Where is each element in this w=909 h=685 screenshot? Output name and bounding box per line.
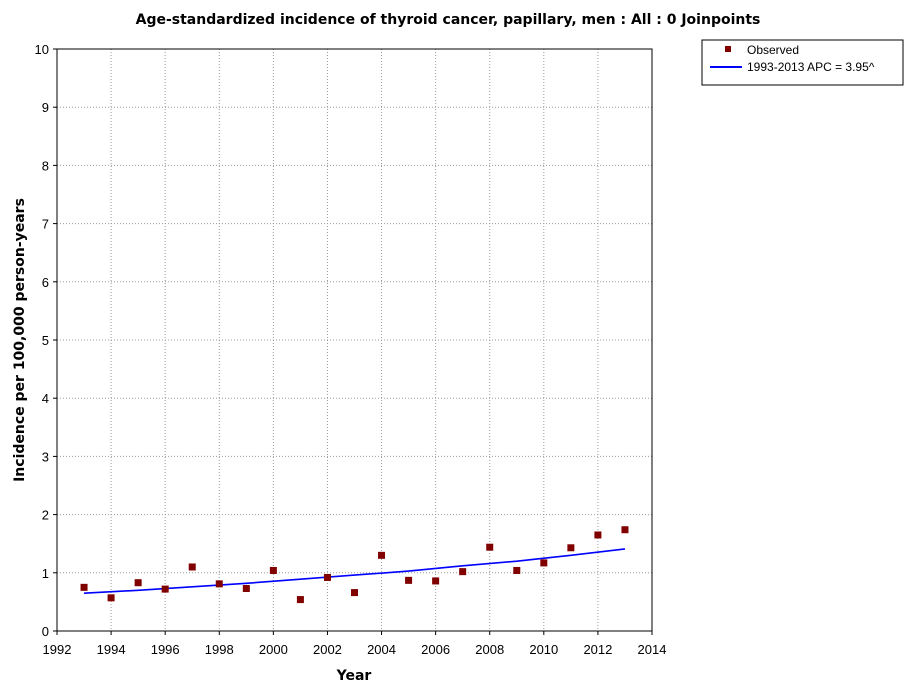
x-axis-title: Year — [336, 668, 372, 684]
x-tick-label: 1998 — [205, 642, 234, 657]
y-tick-label: 4 — [42, 391, 49, 406]
observed-point — [242, 585, 250, 593]
x-tick-label: 2008 — [475, 642, 504, 657]
legend-observed-marker — [725, 46, 731, 52]
observed-point — [567, 544, 575, 552]
y-tick-label: 1 — [42, 566, 49, 581]
observed-point — [540, 559, 548, 567]
x-tick-label: 2002 — [313, 642, 342, 657]
x-axis-ticks: 1992 1994 1996 1998 2000 2002 2004 2006 2008 2010… — [43, 631, 667, 657]
observed-point — [432, 577, 440, 585]
observed-point — [107, 594, 115, 602]
y-tick-label: 5 — [42, 333, 49, 348]
observed-point — [323, 573, 331, 581]
y-tick-label: 8 — [42, 158, 49, 173]
observed-point — [594, 531, 602, 539]
x-tick-label: 1996 — [151, 642, 180, 657]
grid — [57, 49, 652, 631]
x-tick-label: 2014 — [638, 642, 667, 657]
observed-point — [80, 583, 88, 591]
x-tick-label: 2012 — [583, 642, 612, 657]
observed-point — [188, 563, 196, 571]
y-tick-label: 7 — [42, 217, 49, 232]
observed-point — [269, 566, 277, 574]
observed-point — [459, 568, 467, 576]
x-tick-label: 1992 — [43, 642, 72, 657]
y-tick-label: 6 — [42, 275, 49, 290]
legend-box — [701, 39, 904, 86]
x-tick-label: 1994 — [97, 642, 126, 657]
y-axis-title: Incidence per 100,000 person-years — [12, 198, 28, 482]
y-tick-label: 0 — [42, 624, 49, 639]
observed-point — [378, 551, 386, 559]
x-tick-label: 2000 — [259, 642, 288, 657]
y-tick-label: 10 — [35, 42, 49, 57]
observed-point — [405, 576, 413, 584]
legend-observed-label: Observed — [747, 43, 799, 57]
x-tick-label: 2004 — [367, 642, 396, 657]
y-tick-label: 2 — [42, 508, 49, 523]
observed-point — [215, 580, 223, 588]
legend-trend-label: 1993-2013 APC = 3.95^ — [747, 60, 875, 74]
observed-point — [486, 543, 494, 551]
trend-line — [83, 548, 626, 594]
x-tick-label: 2010 — [529, 642, 558, 657]
observed-point — [621, 526, 629, 534]
observed-point — [134, 579, 142, 587]
legend: Observed 1993-2013 APC = 3.95^ — [701, 39, 904, 86]
observed-point — [351, 589, 358, 597]
observed-point — [296, 596, 304, 604]
y-tick-label: 9 — [42, 100, 49, 115]
observed-point — [161, 585, 169, 593]
chart-title: Age-standardized incidence of thyroid ca… — [136, 12, 761, 28]
x-tick-label: 2006 — [421, 642, 450, 657]
series-layer — [80, 526, 629, 604]
observed-point — [513, 566, 521, 574]
y-tick-label: 3 — [42, 449, 49, 464]
y-axis-ticks: 0 1 2 3 4 5 6 7 8 9 10 — [35, 42, 57, 639]
